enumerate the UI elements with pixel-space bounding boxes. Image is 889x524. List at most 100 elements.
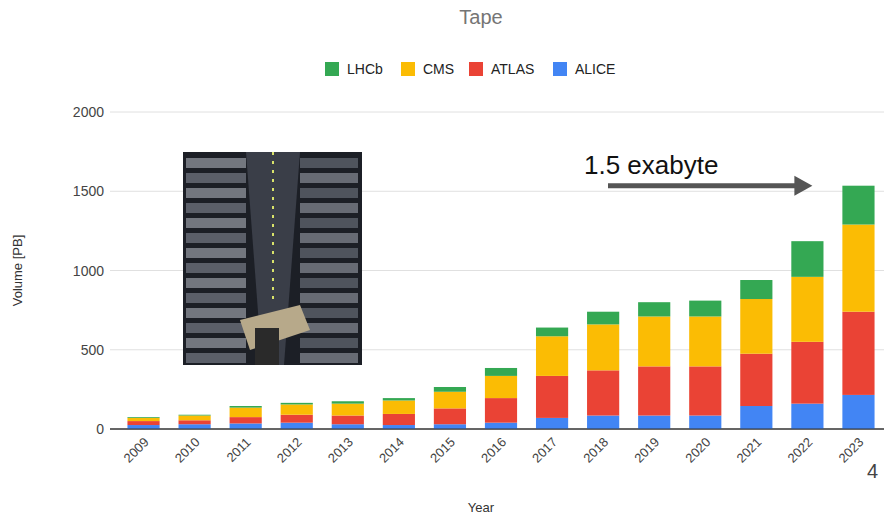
bar-segment <box>179 414 211 416</box>
grid-line <box>110 112 884 113</box>
x-tick-label: 2023 <box>836 435 867 466</box>
bar-segment <box>791 404 823 429</box>
bar-segment <box>332 424 364 429</box>
bar-segment <box>434 387 466 392</box>
bar-segment <box>740 406 772 429</box>
bar-segment <box>587 324 619 370</box>
legend-swatch <box>553 62 567 76</box>
bar-segment <box>689 416 721 429</box>
x-tick-label: 2020 <box>682 435 713 466</box>
bar-segment <box>230 408 262 418</box>
bar-segment <box>281 403 313 405</box>
x-tick-label: 2012 <box>274 435 305 466</box>
grid-line <box>110 429 884 430</box>
x-tick-label: 2011 <box>223 435 253 465</box>
bar-segment <box>791 342 823 404</box>
bar-segment <box>127 425 159 429</box>
bar-segment <box>791 277 823 342</box>
bar-segment <box>842 395 874 429</box>
bar-segment <box>281 415 313 423</box>
bar-segment <box>127 421 159 425</box>
bar-segment <box>638 416 670 429</box>
bar-segment <box>485 423 517 429</box>
bar-segment <box>230 406 262 408</box>
bar-segment <box>536 418 568 429</box>
y-tick-label: 1500 <box>73 183 104 199</box>
x-axis-title: Year <box>468 500 495 515</box>
bar-segment <box>281 423 313 429</box>
x-tick-label: 2017 <box>529 435 560 466</box>
y-tick-label: 500 <box>81 342 105 358</box>
legend-label: ATLAS <box>491 61 534 77</box>
bar-segment <box>332 401 364 403</box>
bar-segment <box>842 312 874 395</box>
bar-segment <box>587 370 619 415</box>
legend-swatch <box>469 62 483 76</box>
bar-segment <box>536 328 568 337</box>
bar-segment <box>332 404 364 416</box>
bar-segment <box>332 416 364 425</box>
annotation-arrowhead <box>794 176 812 196</box>
bar-segment <box>434 424 466 429</box>
bar-segment <box>842 225 874 312</box>
bar-segment <box>383 398 415 400</box>
bar-segment <box>638 316 670 366</box>
y-tick-label: 1000 <box>73 263 104 279</box>
x-tick-label: 2015 <box>427 435 458 466</box>
x-tick-label: 2022 <box>784 435 815 466</box>
page-number: 4 <box>867 460 878 482</box>
y-tick-label: 2000 <box>73 104 104 120</box>
legend-label: CMS <box>423 61 454 77</box>
legend-label: LHCb <box>347 61 383 77</box>
x-tick-label: 2010 <box>172 435 203 466</box>
bar-segment <box>230 417 262 423</box>
annotation: 1.5 exabyte <box>584 150 718 180</box>
bar-segment <box>383 400 415 413</box>
x-tick-label: 2009 <box>121 435 152 466</box>
bar-segment <box>179 424 211 429</box>
bar-segment <box>485 368 517 376</box>
x-tick-label: 2014 <box>376 435 407 466</box>
bar-segment <box>587 312 619 325</box>
bar-segment <box>689 316 721 366</box>
bar-segment <box>638 366 670 415</box>
bar-segment <box>383 425 415 429</box>
y-tick-label: 0 <box>96 421 104 437</box>
x-tick-label: 2019 <box>631 435 662 466</box>
bar-segment <box>536 336 568 376</box>
bar-segment <box>638 302 670 316</box>
bar-segment <box>434 392 466 409</box>
bar-segment <box>230 423 262 429</box>
bar-segment <box>434 408 466 424</box>
x-tick-label: 2018 <box>580 435 611 466</box>
bar-segment <box>740 280 772 299</box>
bar-segment <box>127 417 159 419</box>
bar-segment <box>791 241 823 277</box>
legend-label: ALICE <box>575 61 615 77</box>
bars <box>127 186 874 429</box>
legend: LHCb CMS ATLAS ALICE <box>325 61 615 77</box>
bar-segment <box>485 398 517 423</box>
bar-segment <box>485 376 517 398</box>
bar-segment <box>689 301 721 317</box>
annotation-arrow <box>608 183 796 188</box>
legend-swatch <box>325 62 339 76</box>
title: Tape <box>459 6 502 28</box>
bar-segment <box>740 299 772 354</box>
x-tick-label: 2016 <box>478 435 509 466</box>
bar-segment <box>842 186 874 225</box>
photo <box>183 152 362 365</box>
bar-segment <box>689 366 721 415</box>
legend-swatch <box>401 62 415 76</box>
y-axis-title: Volume [PB] <box>10 235 25 307</box>
bar-segment <box>536 376 568 418</box>
x-tick-label: 2021 <box>733 435 764 466</box>
bar-segment <box>740 354 772 406</box>
bar-segment <box>281 404 313 414</box>
x-axis-line <box>110 429 884 430</box>
bar-segment <box>127 418 159 421</box>
bar-segment <box>179 416 211 421</box>
x-tick-label: 2013 <box>325 435 356 466</box>
bar-segment <box>179 420 211 424</box>
bar-segment <box>383 414 415 425</box>
